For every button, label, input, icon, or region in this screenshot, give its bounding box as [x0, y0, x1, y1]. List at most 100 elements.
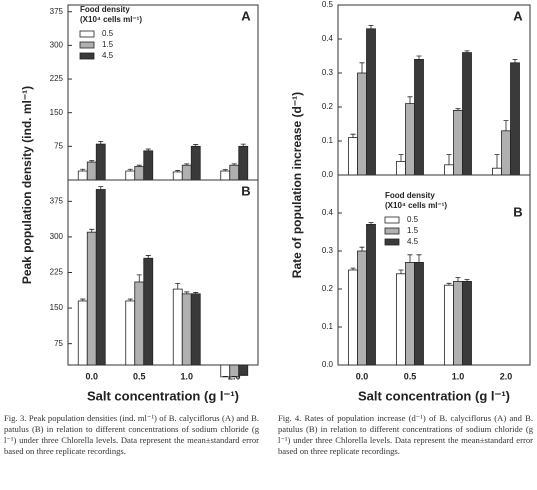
bar	[220, 364, 231, 378]
error-bar	[127, 298, 133, 301]
y-tick-label: 225	[50, 268, 64, 277]
bar	[125, 300, 136, 366]
error-bar	[494, 154, 500, 169]
bar	[453, 110, 463, 176]
error-bar	[350, 267, 356, 270]
error-bar	[222, 169, 228, 172]
legend-title: Food density	[385, 191, 435, 200]
bar	[366, 28, 376, 176]
error-bar	[359, 62, 365, 73]
y-axis-title: Peak population density (ind. ml⁻¹)	[20, 86, 34, 284]
bar	[143, 257, 154, 366]
legend-title: Food density	[80, 5, 130, 14]
bar	[181, 293, 192, 366]
y-tick-label: 225	[50, 74, 64, 83]
bar	[143, 150, 154, 181]
y-tick-label: 0.4	[322, 208, 334, 217]
x-tick-label: 0.0	[85, 371, 98, 381]
bar	[238, 145, 249, 181]
error-bar	[464, 279, 470, 282]
y-tick-label: 0.2	[322, 284, 334, 293]
error-bar	[136, 164, 142, 167]
y-tick-label: 0.4	[322, 34, 334, 43]
error-bar	[464, 50, 470, 53]
error-bar	[398, 269, 404, 274]
error-bar	[89, 160, 95, 163]
bar	[125, 170, 136, 181]
panel-label: B	[241, 183, 250, 198]
y-tick-label: 0.0	[322, 360, 334, 369]
legend-label: 0.5	[102, 29, 114, 38]
bar	[348, 269, 358, 366]
error-bar	[193, 292, 199, 294]
error-bar	[455, 108, 461, 111]
bar	[229, 364, 240, 378]
error-bar	[136, 274, 142, 282]
y-tick-label: 0.5	[322, 0, 334, 9]
error-bar	[184, 291, 190, 294]
panel-label: A	[513, 8, 523, 23]
error-bar	[368, 222, 374, 225]
bar	[134, 281, 145, 366]
error-bar	[127, 168, 133, 172]
legend-label: 1.5	[407, 226, 419, 235]
x-tick-label: 0.5	[404, 371, 417, 381]
legend-subtitle: (X10⁴ cells ml⁻¹)	[80, 15, 142, 24]
legend-swatch	[384, 227, 400, 235]
legend-label: 0.5	[407, 215, 419, 224]
legend-swatch	[384, 238, 400, 246]
y-tick-label: 300	[50, 232, 64, 241]
bar	[95, 189, 106, 366]
bar	[190, 293, 201, 366]
error-bar	[175, 283, 181, 290]
bar	[366, 223, 376, 366]
error-bar	[368, 25, 374, 29]
error-bar	[145, 255, 151, 259]
bar	[501, 130, 511, 176]
error-bar	[512, 59, 518, 63]
error-bar	[407, 96, 413, 104]
bar	[414, 261, 424, 366]
y-tick-label: 0.1	[322, 322, 334, 331]
bar	[77, 170, 88, 181]
bar	[510, 62, 520, 176]
x-tick-label: 2.0	[500, 371, 513, 381]
error-bar	[407, 254, 413, 263]
bar	[172, 171, 183, 181]
y-tick-label: 75	[54, 339, 63, 348]
bar	[181, 164, 192, 181]
bar	[405, 261, 415, 366]
error-bar	[193, 144, 199, 147]
y-tick-label: 375	[50, 196, 64, 205]
legend-label: 1.5	[102, 40, 114, 49]
y-tick-label: 375	[50, 7, 64, 16]
caption: Fig. 4. Rates of population increase (d⁻…	[278, 413, 533, 456]
bar	[86, 161, 97, 181]
bar	[86, 231, 97, 366]
bar	[190, 145, 201, 181]
bar	[444, 164, 454, 176]
legend-swatch	[79, 52, 95, 60]
bar	[444, 284, 454, 366]
error-bar	[503, 120, 509, 131]
bar	[77, 300, 88, 366]
error-bar	[350, 133, 356, 138]
legend-label: 4.5	[102, 51, 114, 60]
bar	[172, 288, 183, 366]
y-axis-title: Rate of population increase (d⁻¹)	[290, 92, 304, 278]
bar	[95, 143, 106, 181]
error-bar	[80, 168, 86, 172]
error-bar	[175, 170, 181, 172]
legend-swatch	[384, 216, 400, 224]
legend-subtitle: (X10⁴ cells ml⁻¹)	[385, 201, 447, 210]
legend-label: 4.5	[407, 237, 419, 246]
y-tick-label: 300	[50, 40, 64, 49]
bar	[348, 137, 358, 176]
x-axis-title: Salt concentration (g l⁻¹)	[358, 388, 510, 403]
error-bar	[455, 277, 461, 282]
error-bar	[416, 55, 422, 60]
x-tick-label: 0.0	[356, 371, 369, 381]
y-tick-label: 0.1	[322, 136, 334, 145]
